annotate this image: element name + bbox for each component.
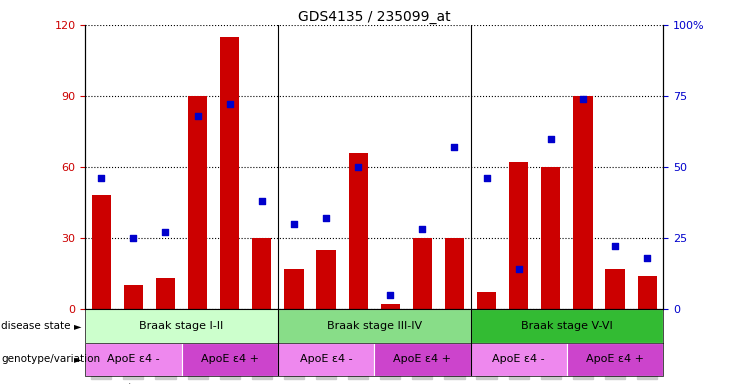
Bar bbox=[541, 167, 560, 309]
Bar bbox=[413, 238, 432, 309]
Text: ApoE ε4 +: ApoE ε4 + bbox=[201, 354, 259, 364]
Text: ApoE ε4 +: ApoE ε4 + bbox=[586, 354, 644, 364]
Bar bbox=[85, 309, 278, 343]
Bar bbox=[509, 162, 528, 309]
Bar bbox=[278, 343, 374, 376]
Bar bbox=[188, 96, 207, 309]
Bar bbox=[124, 285, 143, 309]
Point bbox=[224, 101, 236, 108]
Point bbox=[545, 136, 556, 142]
Point bbox=[96, 175, 107, 181]
Bar bbox=[477, 292, 496, 309]
Text: ■: ■ bbox=[85, 381, 97, 384]
Text: count: count bbox=[102, 383, 133, 384]
Point bbox=[385, 291, 396, 298]
Bar bbox=[348, 153, 368, 309]
Bar bbox=[574, 96, 593, 309]
Point bbox=[320, 215, 332, 221]
Point bbox=[448, 144, 460, 150]
Bar bbox=[285, 269, 304, 309]
Point bbox=[416, 226, 428, 232]
Point bbox=[288, 221, 300, 227]
Bar bbox=[182, 343, 278, 376]
Bar bbox=[156, 278, 175, 309]
Bar bbox=[637, 276, 657, 309]
Point bbox=[352, 164, 364, 170]
Point bbox=[192, 113, 204, 119]
Text: ApoE ε4 -: ApoE ε4 - bbox=[492, 354, 545, 364]
Bar bbox=[471, 343, 567, 376]
Bar bbox=[567, 343, 663, 376]
Point bbox=[481, 175, 493, 181]
Point bbox=[641, 255, 653, 261]
Text: Braak stage I-II: Braak stage I-II bbox=[139, 321, 224, 331]
Bar bbox=[252, 238, 271, 309]
Point bbox=[577, 96, 589, 102]
Title: GDS4135 / 235099_at: GDS4135 / 235099_at bbox=[298, 10, 451, 24]
Bar bbox=[374, 343, 471, 376]
Point bbox=[256, 198, 268, 204]
Bar bbox=[220, 37, 239, 309]
Bar bbox=[381, 304, 400, 309]
Text: disease state: disease state bbox=[1, 321, 71, 331]
Bar bbox=[92, 195, 111, 309]
Point bbox=[159, 229, 171, 235]
Text: Braak stage III-IV: Braak stage III-IV bbox=[327, 321, 422, 331]
Bar bbox=[605, 269, 625, 309]
Text: ApoE ε4 -: ApoE ε4 - bbox=[299, 354, 353, 364]
Point bbox=[513, 266, 525, 272]
Text: ApoE ε4 -: ApoE ε4 - bbox=[107, 354, 160, 364]
Bar bbox=[85, 343, 182, 376]
Bar bbox=[471, 309, 663, 343]
Text: ►: ► bbox=[74, 321, 82, 331]
Text: Braak stage V-VI: Braak stage V-VI bbox=[521, 321, 613, 331]
Point bbox=[609, 243, 621, 250]
Text: ►: ► bbox=[74, 354, 82, 364]
Bar bbox=[278, 309, 471, 343]
Text: ApoE ε4 +: ApoE ε4 + bbox=[393, 354, 451, 364]
Text: genotype/variation: genotype/variation bbox=[1, 354, 101, 364]
Bar bbox=[316, 250, 336, 309]
Bar bbox=[445, 238, 464, 309]
Point bbox=[127, 235, 139, 241]
